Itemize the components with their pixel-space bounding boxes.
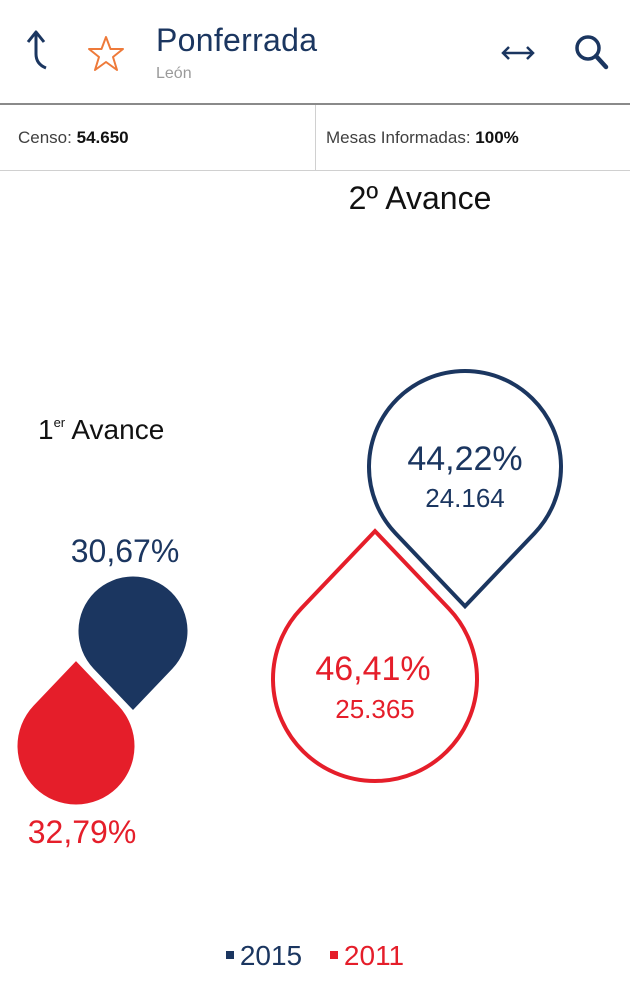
page-subtitle: León [156, 65, 192, 82]
pct-2o-2015: 44,22% [407, 440, 522, 478]
info-bar: Censo: 54.650 Mesas Informadas: 100% [0, 105, 630, 171]
group-label-1: 1er Avance [38, 414, 164, 445]
drop-1er-2011 [17, 661, 135, 805]
legend-item-2015: 2015 [225, 940, 303, 972]
drop-1er-2015 [78, 576, 188, 711]
chart: 2º Avance 1er Avance 30,67% 32,79% 44,22… [17, 180, 563, 850]
mesas-value: 100% [475, 128, 519, 147]
mesas-label: Mesas Informadas: [326, 128, 471, 147]
pct-2o-2011: 46,41% [315, 650, 430, 688]
header: Ponferrada León [0, 0, 630, 105]
mesas-info: Mesas Informadas: 100% [326, 105, 519, 170]
legend-label-2011: 2011 [343, 940, 405, 971]
legend-label-2015: 2015 [239, 940, 303, 971]
group-label-1-rest: Avance [65, 414, 164, 445]
star-icon[interactable] [86, 34, 126, 74]
group-label-2: 2º Avance [349, 180, 492, 216]
legend-swatch-2015 [225, 950, 234, 959]
censo-info: Censo: 54.650 [18, 105, 129, 170]
info-divider [315, 105, 316, 170]
pct-1er-2015: 30,67% [71, 533, 180, 569]
group-label-1-num: 1 [38, 414, 54, 445]
drop-2o-2015 [367, 369, 563, 610]
group-label-1-sup: er [54, 415, 66, 430]
pct-1er-2011: 32,79% [28, 814, 137, 850]
censo-value: 54.650 [76, 128, 129, 147]
censo-label: Censo: [18, 128, 72, 147]
expand-icon[interactable] [498, 38, 538, 68]
drop-2o-2011 [271, 528, 479, 783]
votes-2o-2011: 25.365 [335, 694, 415, 724]
legend-swatch-2011 [329, 950, 338, 959]
votes-2o-2015: 24.164 [425, 483, 505, 513]
back-arrow-icon[interactable] [18, 28, 58, 76]
legend-item-2011: 2011 [329, 940, 405, 972]
legend: 2015 2011 [0, 940, 630, 972]
page-title: Ponferrada [156, 22, 318, 58]
search-icon[interactable] [572, 30, 612, 74]
